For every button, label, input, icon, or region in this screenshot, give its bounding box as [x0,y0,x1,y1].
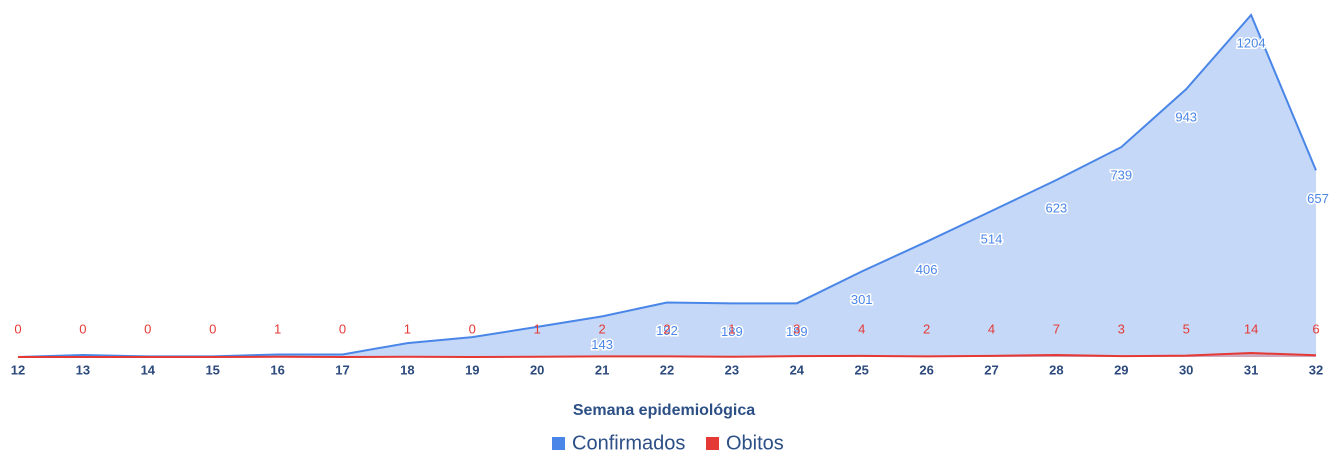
data-label: 189 [721,324,743,339]
data-label: 6 [1312,321,1319,336]
legend: Confirmados Obitos [552,432,784,454]
x-tick-label: 15 [205,362,219,377]
x-tick-label: 26 [919,362,933,377]
x-tick-label: 24 [790,362,805,377]
data-label: 4 [858,321,865,336]
x-tick-label: 13 [76,362,90,377]
data-label: 0 [14,321,21,336]
x-tick-label: 12 [11,362,25,377]
x-tick-label: 14 [141,362,156,377]
x-tick-label: 22 [660,362,674,377]
x-tick-label: 29 [1114,362,1128,377]
data-label: 1204 [1237,35,1266,50]
data-label: 623 [1046,200,1068,215]
data-label: 739 [1110,168,1132,183]
data-label: 2 [598,321,605,336]
data-label: 1 [728,321,735,336]
data-label: 143 [591,337,613,352]
data-label: 623 [1046,200,1068,215]
data-label: 301 [851,292,873,307]
data-label: 0 [339,321,346,336]
data-label: 739 [1110,168,1132,183]
data-label: 2 [923,321,930,336]
data-label: 657 [1307,191,1329,206]
legend-label: Confirmados [572,432,685,454]
data-label: 0 [144,321,151,336]
data-label: 943 [1175,110,1197,125]
area [18,15,1316,357]
line [17,13,1317,358]
data-label: 2 [663,321,670,336]
data-label: 1 [404,321,411,336]
data-label: 514 [981,231,1003,246]
data-label: 406 [916,262,938,277]
x-tick-label: 28 [1049,362,1063,377]
x-tick-label: 23 [725,362,739,377]
data-label: 943 [1175,110,1197,125]
x-tick-label: 32 [1309,362,1323,377]
data-label: 0 [209,321,216,336]
x-tick-label: 30 [1179,362,1193,377]
x-tick-label: 27 [984,362,998,377]
x-tick-label: 31 [1244,362,1258,377]
data-label: 189 [786,324,808,339]
data-label: 406 [916,262,938,277]
x-tick-label: 19 [465,362,479,377]
line [18,352,1317,359]
data-label: 0 [469,321,476,336]
x-tick-label: 16 [270,362,284,377]
data-label: 3 [793,321,800,336]
data-label: 1 [274,321,281,336]
data-label: 189 [786,324,808,339]
data-label: 7 [1053,321,1060,336]
data-label: 14 [1244,321,1258,336]
data-label: 1 [534,321,541,336]
data-label: 143 [591,337,613,352]
data-label: 5 [1183,321,1190,336]
data-label: 1204 [1237,35,1266,50]
data-label: 192 [656,323,678,338]
x-tick-label: 20 [530,362,544,377]
x-tick-label: 17 [335,362,349,377]
data-label: 3 [1118,321,1125,336]
data-label: 657 [1307,191,1329,206]
x-axis-title: Semana epidemiológica [573,402,755,419]
x-tick-label: 21 [595,362,609,377]
legend-swatch [552,437,565,450]
data-label: 192 [656,323,678,338]
x-tick-label: 25 [854,362,868,377]
data-label: 4 [988,321,995,336]
data-label: 189 [721,324,743,339]
data-label: 301 [851,292,873,307]
x-tick-label: 18 [400,362,414,377]
legend-label: Obitos [726,432,784,454]
legend-swatch [706,437,719,450]
data-label: 514 [981,231,1003,246]
data-label: 0 [79,321,86,336]
